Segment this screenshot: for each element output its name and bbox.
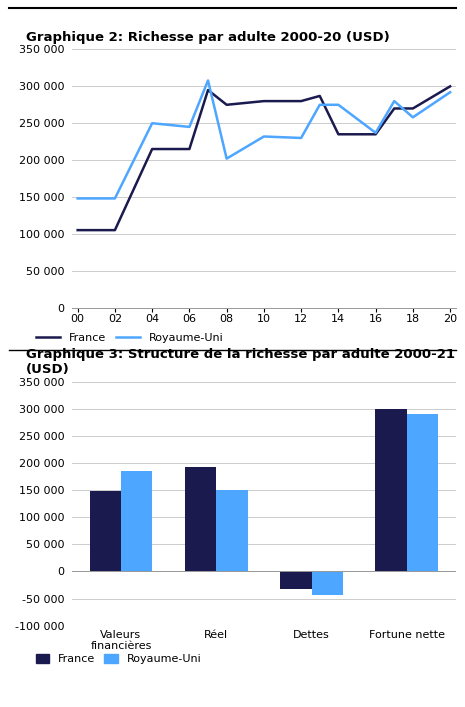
Text: Graphique 2: Richesse par adulte 2000-20 (USD): Graphique 2: Richesse par adulte 2000-20…: [26, 31, 390, 44]
Text: Graphique 3: Structure de la richesse par adulte 2000-21
(USD): Graphique 3: Structure de la richesse pa…: [26, 349, 455, 376]
Bar: [121, 472, 153, 571]
Bar: [185, 467, 216, 571]
Legend: France, Royaume-Uni: France, Royaume-Uni: [32, 328, 228, 347]
Bar: [89, 491, 121, 571]
Bar: [407, 414, 438, 571]
Bar: [375, 409, 407, 571]
Bar: [280, 571, 312, 590]
Legend: France, Royaume-Uni: France, Royaume-Uni: [32, 650, 206, 669]
Bar: [216, 490, 248, 571]
Bar: [312, 571, 343, 595]
